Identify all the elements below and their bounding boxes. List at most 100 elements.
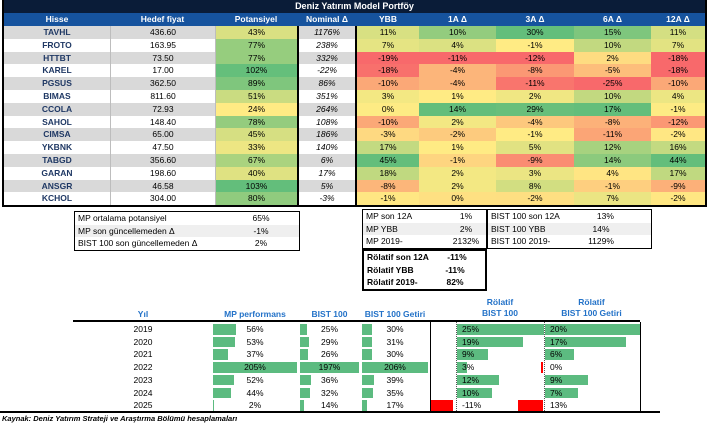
perf-bar-cell: 30% [362,348,428,361]
positive-bar [457,324,544,335]
perf-value: 0% [550,362,563,373]
cell-nominal-delta: -22% [297,64,357,78]
perf-bar-cell: 12% [457,374,544,387]
summary-value: 1% [459,211,473,221]
positive-bar [213,374,234,386]
summary-value: -1% [253,225,269,236]
cell-ticker: BIMAS [4,89,110,103]
perf-value: 13% [550,400,568,411]
performance-row: 2022 205% 197% 206% 3% 0% [0,361,680,374]
positive-bar [300,400,304,411]
cell-delta-12AΔ: 17% [651,166,705,180]
perf-bar-cell: 53% [213,336,297,349]
cell-potential: 33% [215,141,297,154]
perf-bar-cell: 197% [300,361,359,374]
cell-potential: 78% [215,115,297,129]
perf-value: 26% [320,349,338,360]
summary-row: BIST 100 son 12A 13% [488,210,651,223]
perf-bar-cell: 6% [545,348,640,361]
cell-nominal-delta: 17% [297,166,357,180]
cell-potential: 89% [215,77,297,90]
cell-potential: 103% [215,179,297,193]
cell-potential: 51% [215,89,297,103]
perf-bar-cell: 17% [545,336,640,349]
cell-delta-3AΔ: 29% [496,102,574,116]
summary-row: Rölatif YBB -11% [364,264,485,277]
perf-bar-cell: 56% [213,323,297,336]
cell-delta-12AΔ: -12% [651,115,705,129]
positive-bar [300,336,309,348]
column-header-6: 3A Δ [525,14,545,24]
cell-delta-12AΔ: 16% [651,141,705,154]
cell-delta-12AΔ: -2% [651,192,705,206]
cell-ticker: CIMSA [4,128,110,142]
summary-row: Rölatif 2019- 82% [364,276,485,289]
perf-value: 30% [386,324,404,334]
cell-delta-YBB: 17% [357,141,419,154]
cell-ticker: YKBNK [4,141,110,154]
summary-label: BIST 100 son 12A [491,211,560,221]
table-row: CIMSA 65.00 45% 186% -3% -2% -1% -11% -2% [4,128,705,142]
positive-bar [545,374,588,386]
performance-row: 2019 56% 25% 30% 25% 20% [0,323,680,336]
perf-value: 17% [386,400,404,411]
cell-delta-6AΔ: 15% [574,26,651,39]
perf-value: 31% [386,336,404,347]
cell-nominal-delta: 351% [297,89,357,103]
perf-value: 197% [318,362,341,373]
perf-bar-cell: 3% [457,361,544,374]
cell-target-price: 65.00 [110,128,215,142]
perf-bar-cell: 44% [213,387,297,400]
cell-delta-YBB: 45% [357,153,419,167]
positive-bar [545,324,640,335]
cell-ticker: GARAN [4,166,110,180]
cell-target-price: 72.93 [110,102,215,116]
table-row: FROTO 163.95 77% 238% 7% 4% -1% 10% 7% [4,38,705,52]
cell-delta-3AΔ: -12% [496,51,574,65]
cell-target-price: 811.60 [110,89,215,103]
cell-delta-1AΔ: 2% [419,115,496,129]
perf-value: 205% [244,362,266,373]
cell-delta-3AΔ: 5% [496,141,574,154]
cell-delta-6AΔ: 2% [574,51,651,65]
perf-bar-cell: 9% [545,374,640,387]
cell-ticker: CCOLA [4,102,110,116]
summary-value: -11% [445,264,465,275]
summary-row: BIST 100 2019- 1129% [488,235,651,248]
year-cell: 2022 [133,362,153,373]
cell-nominal-delta: 332% [297,51,357,65]
cell-target-price: 73.50 [110,51,215,65]
perf-value: 39% [386,374,404,385]
table-row: KCHOL 304.00 80% -3% -1% 0% -2% 7% -2% [4,192,705,206]
perf-value: 44% [246,387,264,398]
positive-bar [457,374,499,386]
cell-delta-3AΔ: 3% [496,166,574,180]
cell-ticker: SAHOL [4,115,110,129]
cell-delta-12AΔ: 7% [651,38,705,52]
cell-potential: 77% [215,38,297,52]
cell-ticker: ANSGR [4,179,110,193]
cell-target-price: 148.40 [110,115,215,129]
perf-bar-cell: 25% [457,323,544,336]
year-cell: 2021 [133,349,153,360]
cell-ticker: TABGD [4,153,110,167]
positive-bar [457,362,467,373]
perf-bar-cell: 52% [213,374,297,387]
perf-bar-cell: 14% [300,399,359,412]
positive-bar [457,387,492,399]
positive-bar [213,400,214,411]
cell-delta-12AΔ: 44% [651,153,705,167]
column-header-2: Potansiyel [234,14,278,24]
perf-header-year: Yıl [137,309,149,319]
perf-value: 10% [462,387,480,398]
summary-value: 1129% [588,236,614,247]
cell-potential: 24% [215,102,297,116]
positive-bar [213,349,228,361]
cell-delta-12AΔ: 11% [651,26,705,39]
table-header-row: Hisse Hedef fiyat Potansiyel Nominal Δ YBB 1A… [4,13,705,26]
cell-ticker: KAREL [4,64,110,78]
perf-bar-cell: 39% [362,374,428,387]
perf-bar-cell: 10% [457,387,544,400]
cell-ticker: PGSUS [4,77,110,90]
